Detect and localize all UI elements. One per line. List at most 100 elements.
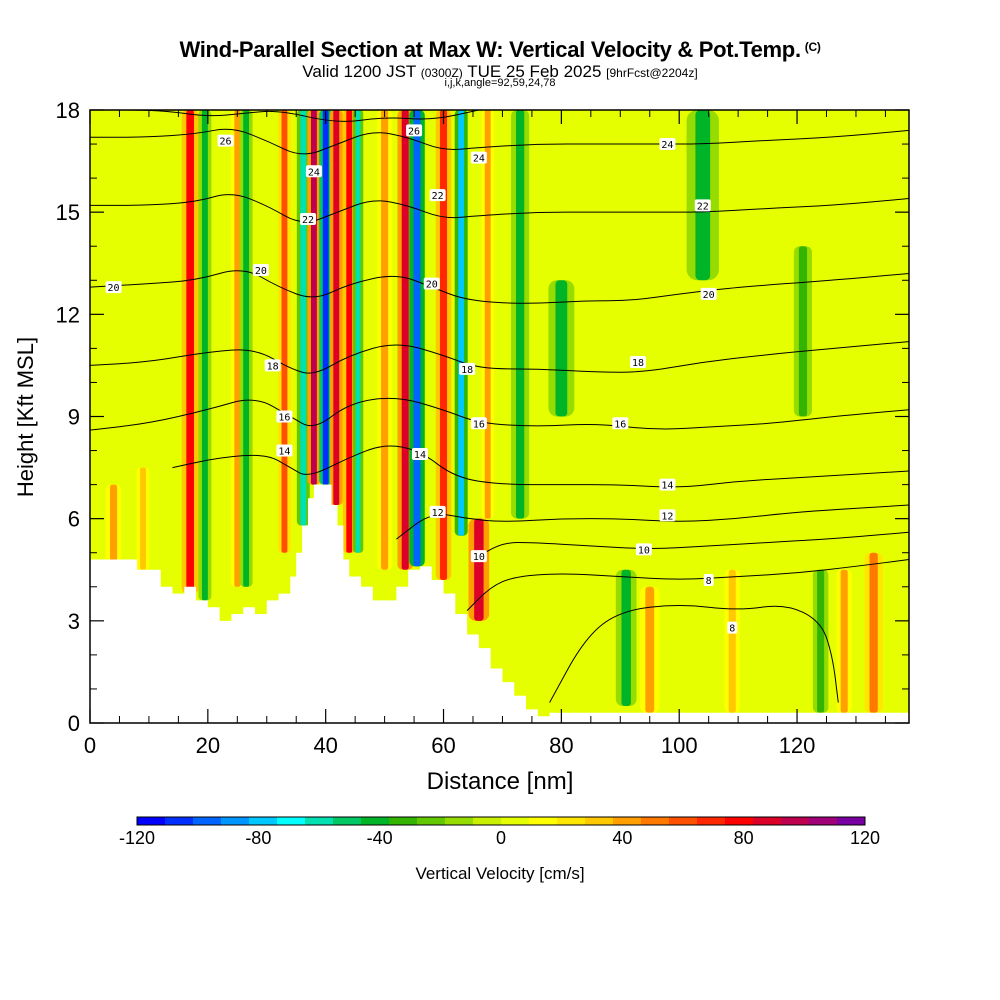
theta-contour-10: [472, 531, 909, 560]
contour-label: 20: [700, 287, 717, 301]
x-axis-title: Distance [nm]: [426, 768, 574, 795]
theta-contour-22: [90, 194, 909, 223]
contour-label-box: [105, 281, 122, 294]
contour-label: 10: [470, 550, 487, 563]
velocity-core: [110, 484, 118, 570]
y-axis-title: Height [Kft MSL]: [13, 336, 38, 498]
contour-labels: 26 26 24 24 24 22 22 22 20 20 20 20 18 18 18 16 16 16 14 14…: [105, 124, 738, 635]
velocity-core: [140, 467, 146, 570]
colorbar: -120 -80 -40 0 40 80 120: [119, 816, 880, 848]
contour-label-text: 12: [432, 508, 444, 519]
velocity-core: [201, 110, 208, 601]
velocity-core: [645, 586, 655, 713]
velocity-core: [300, 110, 307, 526]
contour-label-box: [264, 359, 281, 372]
contour-label: 18: [459, 362, 476, 376]
contour-label-text: 20: [703, 290, 715, 301]
colorbar-swatch: [389, 817, 418, 825]
velocity-core: [439, 110, 448, 580]
contour-label: 22: [429, 189, 446, 202]
contour-label: 14: [411, 447, 428, 461]
colorbar-swatch: [277, 817, 306, 825]
velocity-core: [817, 569, 825, 713]
x-tick-label: 60: [431, 733, 455, 758]
colorbar-swatch: [249, 817, 278, 825]
contour-label: 20: [252, 264, 269, 277]
contour-label-box: [411, 447, 428, 460]
colorbar-swatch: [669, 817, 698, 825]
contour-label-box: [470, 417, 487, 430]
contour-label: 8: [727, 621, 738, 635]
x-tick-label: 120: [779, 733, 816, 758]
contour-label-box: [694, 199, 711, 212]
contour-label: 24: [305, 165, 322, 178]
x-tick-label: 0: [84, 733, 96, 758]
contour-label-text: 18: [267, 361, 279, 372]
y-tick-label: 18: [56, 98, 80, 123]
contour-label-box: [300, 212, 317, 225]
colorbar-tick-label: -80: [245, 828, 271, 848]
contour-label-text: 22: [432, 191, 444, 202]
contour-label-text: 10: [473, 552, 485, 563]
contour-label-box: [406, 124, 423, 137]
velocity-core: [381, 110, 389, 570]
theta-contour-18: [90, 341, 909, 374]
velocity-core: [243, 110, 250, 587]
contour-label-box: [429, 189, 446, 202]
contour-label-box: [252, 264, 269, 277]
y-tick-label: 3: [68, 609, 80, 634]
colorbar-swatch: [221, 817, 250, 825]
y-tick-label: 9: [68, 405, 80, 430]
colorbar-swatch: [529, 817, 558, 825]
contour-label-text: 8: [706, 576, 712, 587]
velocity-core: [798, 246, 808, 417]
forecast-info: [9hrFcst@2204z]: [606, 66, 698, 80]
contour-label-box: [459, 362, 476, 375]
contour-label: 22: [694, 199, 711, 212]
velocity-core: [281, 110, 288, 553]
velocity-core: [322, 110, 329, 485]
contour-label: 20: [423, 277, 440, 291]
contour-label-box: [659, 478, 676, 491]
x-tick-label: 100: [661, 733, 698, 758]
contour-label-text: 24: [473, 154, 485, 165]
theta-contour-20: [90, 270, 909, 304]
colorbar-frame: [136, 816, 866, 826]
colorbar-swatch: [165, 817, 194, 825]
theta-contour-6: [549, 605, 839, 703]
y-tick-label: 12: [56, 302, 80, 327]
colorbar-swatch: [697, 817, 726, 825]
contour-label-box: [629, 356, 646, 369]
colorbar-swatch: [557, 817, 586, 825]
contour-label: 24: [659, 138, 676, 151]
colorbar-swatch: [781, 817, 810, 825]
colorbar-swatch: [641, 817, 670, 825]
theta-contour-8: [466, 559, 909, 611]
colorbar-tick-label: -40: [367, 828, 393, 848]
contour-label: 14: [276, 444, 293, 458]
velocity-core: [869, 552, 878, 713]
contour-label: 12: [429, 505, 446, 519]
contour-label-text: 10: [638, 545, 650, 556]
contour-label-text: 26: [408, 126, 420, 137]
contour-label-text: 26: [219, 137, 231, 148]
x-tick-label: 40: [313, 733, 337, 758]
contour-label: 16: [612, 417, 629, 430]
contour-label-text: 24: [661, 140, 673, 151]
contour-label: 26: [406, 124, 423, 137]
colorbar-swatch: [613, 817, 642, 825]
velocity-core: [484, 110, 491, 519]
contour-label: 20: [105, 281, 122, 294]
contour-label: 18: [629, 356, 646, 369]
contour-label-box: [276, 444, 293, 457]
terrain-mask: [90, 484, 909, 723]
colorbar-tick-label: -120: [119, 828, 155, 848]
contour-label-text: 18: [632, 358, 644, 369]
axes: 0 3 6 9 12 15 18 0 20 40 60 80 100 120: [56, 98, 909, 758]
colorbar-swatch: [445, 817, 474, 825]
velocity-core: [555, 280, 568, 417]
y-tick-label: 15: [56, 200, 80, 225]
title-tag: (C): [804, 40, 821, 54]
colorbar-tick-label: 0: [496, 828, 506, 848]
contour-label-text: 16: [473, 419, 485, 430]
